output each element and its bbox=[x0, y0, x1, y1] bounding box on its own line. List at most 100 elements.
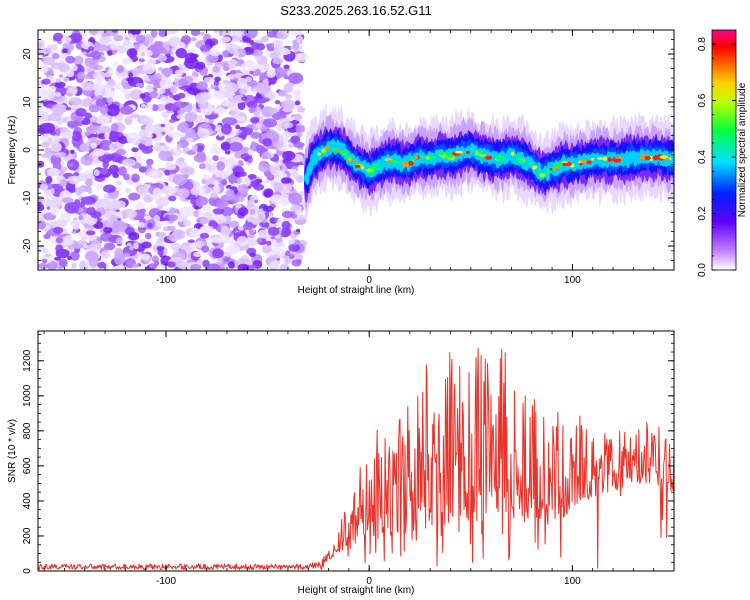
noise-blob bbox=[216, 161, 226, 171]
noise-blob bbox=[229, 69, 237, 75]
noise-blob bbox=[113, 34, 124, 42]
noise-blob bbox=[164, 169, 170, 175]
noise-blob bbox=[65, 55, 76, 64]
noise-blob bbox=[165, 46, 171, 52]
noise-blob bbox=[55, 78, 62, 83]
noise-blob bbox=[156, 246, 165, 251]
signal-hotspot bbox=[388, 159, 392, 162]
noise-blob bbox=[269, 163, 281, 176]
noise-blob bbox=[284, 50, 291, 55]
noise-blob bbox=[241, 96, 248, 101]
noise-blob bbox=[107, 79, 113, 83]
noise-blob bbox=[138, 58, 145, 63]
noise-blob bbox=[88, 104, 101, 113]
noise-blob bbox=[235, 203, 242, 209]
noise-blob bbox=[42, 248, 48, 254]
noise-blob bbox=[128, 192, 141, 201]
noise-blob bbox=[133, 242, 139, 250]
noise-blob bbox=[56, 218, 68, 228]
noise-blob bbox=[293, 89, 302, 95]
signal-hotspot bbox=[321, 148, 326, 154]
noise-blob bbox=[144, 124, 156, 134]
noise-blob bbox=[245, 30, 258, 39]
noise-blob bbox=[127, 77, 134, 83]
noise-blob bbox=[220, 141, 231, 151]
noise-blob bbox=[218, 266, 225, 270]
noise-blob bbox=[70, 149, 75, 154]
noise-blob bbox=[95, 95, 104, 100]
noise-blob bbox=[204, 118, 210, 123]
noise-blob bbox=[38, 220, 46, 230]
noise-blob bbox=[228, 142, 243, 152]
noise-blob bbox=[200, 31, 205, 36]
noise-blob bbox=[237, 194, 245, 203]
noise-blob bbox=[99, 36, 113, 44]
noise-blob bbox=[103, 184, 116, 193]
noise-blob bbox=[249, 70, 254, 75]
noise-blob bbox=[123, 173, 131, 180]
snr-y-axis-label: SNR (10 * v/v) bbox=[7, 419, 18, 483]
noise-blob bbox=[68, 162, 74, 167]
noise-blob bbox=[59, 212, 72, 219]
noise-blob bbox=[172, 173, 188, 186]
noise-blob bbox=[276, 30, 289, 40]
noise-blob bbox=[38, 54, 43, 59]
noise-blob bbox=[74, 116, 85, 122]
noise-blob bbox=[155, 196, 170, 207]
noise-blob bbox=[109, 165, 119, 175]
noise-blob bbox=[167, 234, 175, 241]
signal-hotspot bbox=[348, 157, 352, 161]
signal-hotspot bbox=[591, 157, 595, 161]
spectrogram-y-tick-label: 20 bbox=[22, 48, 33, 60]
noise-blob bbox=[91, 50, 102, 60]
signal-hotspot bbox=[540, 173, 546, 178]
noise-blob bbox=[146, 158, 154, 166]
noise-blob bbox=[72, 217, 79, 221]
noise-blob bbox=[71, 230, 77, 234]
signal-hotspot bbox=[408, 160, 414, 166]
noise-blob bbox=[294, 113, 303, 122]
signal-hotspot bbox=[454, 151, 464, 154]
noise-blob bbox=[180, 35, 192, 45]
noise-blob bbox=[281, 220, 291, 230]
noise-blob bbox=[94, 115, 111, 125]
noise-blob bbox=[81, 236, 86, 242]
noise-blob bbox=[211, 236, 225, 244]
noise-blob bbox=[185, 137, 194, 142]
noise-blob bbox=[73, 244, 84, 250]
noise-blob bbox=[224, 248, 234, 258]
noise-blob bbox=[223, 215, 232, 225]
noise-blob bbox=[38, 111, 50, 122]
noise-blob bbox=[127, 261, 134, 269]
noise-blob bbox=[126, 33, 134, 40]
noise-blob bbox=[102, 160, 109, 169]
noise-blob bbox=[257, 229, 269, 238]
noise-blob bbox=[55, 236, 64, 244]
noise-blob bbox=[293, 141, 305, 148]
noise-blob bbox=[281, 99, 296, 109]
noise-blob bbox=[174, 69, 184, 76]
signal-hotspot bbox=[639, 157, 646, 160]
noise-blob bbox=[284, 256, 291, 265]
noise-blob bbox=[129, 89, 144, 100]
noise-blob bbox=[118, 136, 128, 144]
signal-hotspot bbox=[466, 150, 470, 154]
noise-blob bbox=[237, 225, 245, 231]
noise-blob bbox=[61, 36, 72, 44]
noise-blob bbox=[113, 61, 119, 67]
noise-blob bbox=[99, 167, 108, 175]
noise-blob bbox=[65, 106, 72, 111]
noise-blob bbox=[58, 63, 70, 73]
noise-blob bbox=[138, 45, 148, 54]
noise-blob bbox=[176, 114, 182, 120]
noise-blob bbox=[268, 43, 275, 48]
signal-hotspot bbox=[613, 158, 622, 163]
noise-blob bbox=[120, 105, 134, 115]
signal-hotspot bbox=[500, 156, 505, 163]
noise-blob bbox=[73, 55, 84, 67]
noise-blob bbox=[208, 184, 215, 188]
noise-blob bbox=[176, 144, 182, 150]
noise-blob bbox=[53, 151, 67, 158]
noise-blob bbox=[104, 71, 113, 78]
signal-hotspot bbox=[529, 161, 535, 165]
